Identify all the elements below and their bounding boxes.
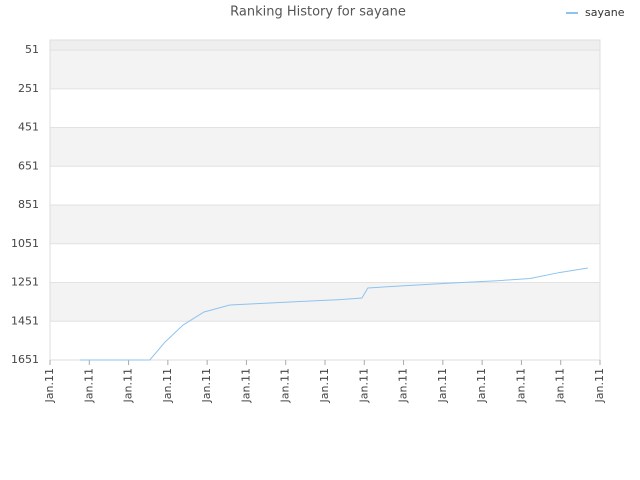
x-tick-label: Jan.11: [239, 368, 252, 403]
grid-band: [50, 50, 600, 89]
y-tick-label: 1651: [11, 353, 39, 366]
x-tick-label: Jan.11: [122, 368, 135, 403]
x-tick-label: Jan.11: [318, 368, 331, 403]
grid-band: [50, 282, 600, 322]
x-tick-label: Jan.11: [475, 368, 488, 403]
line-series: [79, 267, 588, 361]
y-tick-label: 1451: [11, 314, 39, 327]
legend-label: sayane: [585, 6, 625, 19]
y-tick-label: 51: [25, 43, 39, 56]
grid-band: [50, 40, 600, 51]
x-tick-label: Jan.11: [82, 368, 95, 403]
x-tick-label: Jan.11: [357, 368, 370, 403]
y-tick-label: 1251: [11, 276, 39, 289]
y-tick-label: 251: [18, 82, 39, 95]
x-tick-label: Jan.11: [514, 368, 527, 403]
x-tick-label: Jan.11: [200, 368, 213, 403]
y-tick-label: 451: [18, 121, 39, 134]
x-tick-label: Jan.11: [593, 368, 606, 403]
chart-title: Ranking History for sayane: [230, 5, 406, 20]
grid-band: [50, 127, 600, 167]
y-tick-label: 851: [18, 198, 39, 211]
y-tick-label: 651: [18, 159, 39, 172]
x-tick-label: Jan.11: [43, 368, 56, 403]
y-tick-label: 1051: [11, 237, 39, 250]
x-tick-label: Jan.11: [397, 368, 410, 403]
x-tick-label: Jan.11: [279, 368, 292, 403]
x-tick-label: Jan.11: [436, 368, 449, 403]
x-tick-label: Jan.11: [554, 368, 567, 403]
grid-band: [50, 205, 600, 244]
x-tick-label: Jan.11: [161, 368, 174, 403]
